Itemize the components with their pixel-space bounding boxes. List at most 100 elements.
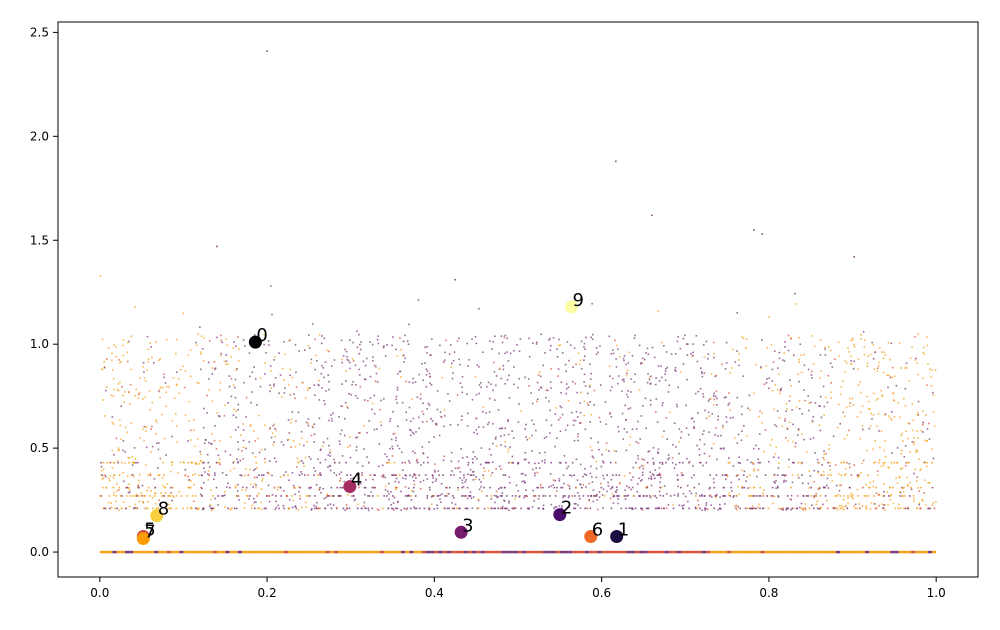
scatter-point bbox=[868, 427, 870, 430]
scatter-point bbox=[199, 368, 202, 371]
scatter-point bbox=[494, 501, 496, 504]
scatter-point bbox=[213, 368, 216, 371]
scatter-point bbox=[341, 486, 343, 489]
scatter-point bbox=[856, 488, 859, 491]
scatter-point bbox=[126, 360, 129, 363]
scatter-point bbox=[798, 407, 801, 410]
scatter-point bbox=[789, 336, 792, 339]
scatter-point bbox=[785, 437, 787, 439]
scatter-point bbox=[196, 381, 198, 384]
scatter-point bbox=[392, 474, 394, 476]
scatter-point bbox=[125, 507, 127, 510]
scatter-point bbox=[590, 372, 592, 375]
scatter-point bbox=[631, 354, 634, 357]
scatter-point bbox=[615, 450, 617, 453]
scatter-point bbox=[820, 370, 822, 372]
scatter-point bbox=[259, 385, 262, 388]
scatter-point bbox=[901, 432, 903, 435]
scatter-point bbox=[237, 441, 239, 443]
scatter-point bbox=[917, 487, 919, 489]
scatter-point bbox=[170, 461, 173, 464]
scatter-point bbox=[659, 476, 662, 479]
scatter-point bbox=[486, 385, 488, 388]
scatter-point bbox=[531, 506, 534, 508]
scatter-point bbox=[392, 433, 395, 435]
scatter-point bbox=[380, 424, 383, 427]
scatter-point bbox=[207, 461, 210, 464]
scatter-point bbox=[725, 341, 728, 344]
scatter-point bbox=[657, 452, 660, 455]
scatter-point bbox=[172, 495, 174, 497]
scatter-point bbox=[627, 494, 630, 497]
scatter-point bbox=[338, 440, 341, 443]
scatter-point bbox=[126, 495, 128, 497]
scatter-point bbox=[110, 502, 112, 505]
scatter-point bbox=[868, 400, 870, 403]
scatter-point bbox=[503, 486, 506, 489]
scatter-point bbox=[135, 461, 137, 464]
scatter-point bbox=[163, 495, 166, 497]
scatter-point bbox=[778, 507, 780, 510]
scatter-point bbox=[785, 480, 787, 482]
scatter-point bbox=[155, 421, 158, 423]
scatter-point bbox=[880, 389, 883, 392]
scatter-point bbox=[461, 386, 463, 389]
scatter-point bbox=[531, 402, 534, 405]
scatter-point bbox=[910, 488, 913, 491]
scatter-point bbox=[258, 507, 260, 509]
scatter-point bbox=[482, 474, 484, 476]
scatter-point bbox=[258, 474, 260, 476]
scatter-point bbox=[822, 503, 824, 506]
scatter-point bbox=[739, 507, 741, 510]
scatter-point bbox=[429, 375, 431, 378]
scatter-point bbox=[932, 457, 935, 460]
scatter-point bbox=[791, 481, 794, 484]
scatter-point bbox=[103, 361, 106, 363]
scatter-point bbox=[670, 353, 673, 355]
scatter-point bbox=[118, 419, 121, 421]
scatter-point bbox=[538, 371, 541, 374]
scatter-point bbox=[899, 491, 902, 494]
scatter-point bbox=[405, 419, 408, 421]
scatter-point bbox=[612, 502, 615, 504]
scatter-point bbox=[880, 465, 883, 468]
scatter-point bbox=[852, 368, 855, 370]
scatter-point bbox=[496, 496, 499, 499]
scatter-point bbox=[655, 377, 657, 379]
scatter-point bbox=[612, 352, 615, 355]
scatter-point bbox=[867, 495, 870, 497]
scatter-point bbox=[761, 339, 763, 341]
scatter-point bbox=[790, 508, 792, 511]
scatter-point bbox=[599, 482, 602, 485]
scatter-point bbox=[272, 443, 275, 446]
scatter-point bbox=[550, 368, 552, 370]
scatter-point bbox=[404, 486, 407, 488]
scatter-point bbox=[828, 443, 831, 446]
scatter-point bbox=[295, 386, 298, 388]
scatter-point bbox=[579, 507, 582, 510]
scatter-point bbox=[512, 437, 515, 439]
scatter-point bbox=[177, 471, 179, 474]
scatter-point bbox=[667, 391, 670, 393]
scatter-point bbox=[207, 479, 210, 481]
scatter-point bbox=[419, 397, 422, 400]
scatter-point bbox=[603, 495, 606, 497]
scatter-point bbox=[807, 395, 810, 397]
scatter-point bbox=[507, 420, 509, 422]
scatter-point bbox=[682, 474, 684, 476]
scatter-point bbox=[859, 507, 861, 510]
scatter-point bbox=[378, 408, 381, 411]
scatter-point bbox=[446, 486, 448, 489]
scatter-point bbox=[666, 366, 669, 369]
scatter-point bbox=[780, 389, 782, 391]
scatter-point bbox=[749, 409, 751, 411]
scatter-point bbox=[371, 408, 373, 411]
scatter-point bbox=[791, 474, 794, 476]
scatter-point bbox=[576, 492, 579, 494]
scatter-point bbox=[596, 508, 599, 511]
scatter-point bbox=[897, 507, 900, 510]
scatter-point bbox=[728, 392, 730, 394]
scatter-point bbox=[565, 461, 567, 464]
scatter-point bbox=[681, 505, 683, 507]
scatter-point bbox=[335, 474, 338, 476]
